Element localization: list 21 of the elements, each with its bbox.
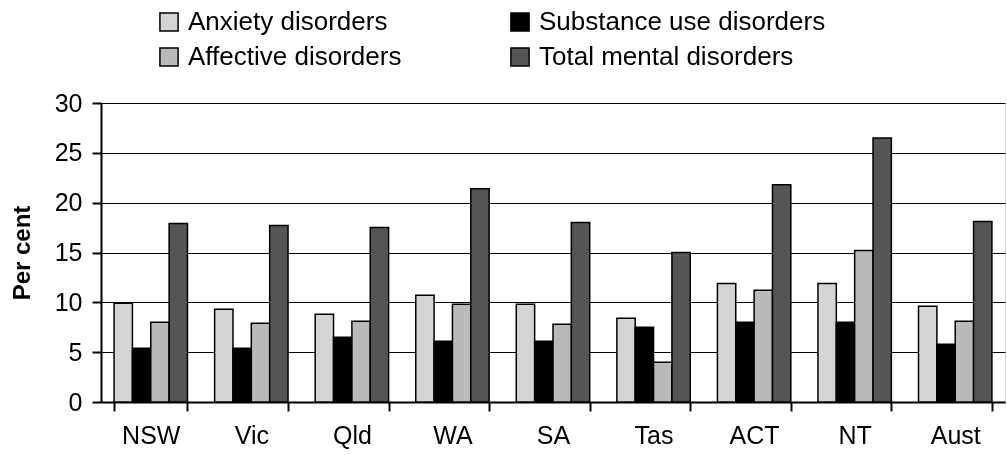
y-tick-label: 25	[54, 138, 83, 167]
legend-label: Total mental disorders	[539, 41, 794, 71]
y-tick-label: 30	[54, 88, 83, 117]
legend-label: Affective disorders	[188, 41, 402, 71]
x-tick-label: Qld	[332, 420, 372, 449]
x-tick-label: NSW	[122, 420, 181, 449]
y-tick-label: 5	[68, 337, 83, 366]
x-tick-label: Aust	[930, 420, 981, 449]
legend-label: Substance use disorders	[539, 6, 826, 36]
y-axis-title: Per cent	[7, 205, 35, 301]
y-tick-label: 20	[54, 188, 83, 217]
legend-label: Anxiety disorders	[188, 6, 388, 36]
x-tick-label: SA	[536, 420, 571, 449]
y-tick-label: 15	[54, 238, 83, 266]
x-tick-label: Tas	[634, 420, 674, 449]
x-tick-label: WA	[433, 420, 473, 449]
y-tick-label: 10	[54, 287, 83, 316]
y-tick-label: 0	[68, 387, 83, 416]
x-tick-label: Vic	[234, 420, 269, 449]
x-tick-label: NT	[838, 420, 872, 449]
x-tick-label: ACT	[729, 420, 780, 449]
